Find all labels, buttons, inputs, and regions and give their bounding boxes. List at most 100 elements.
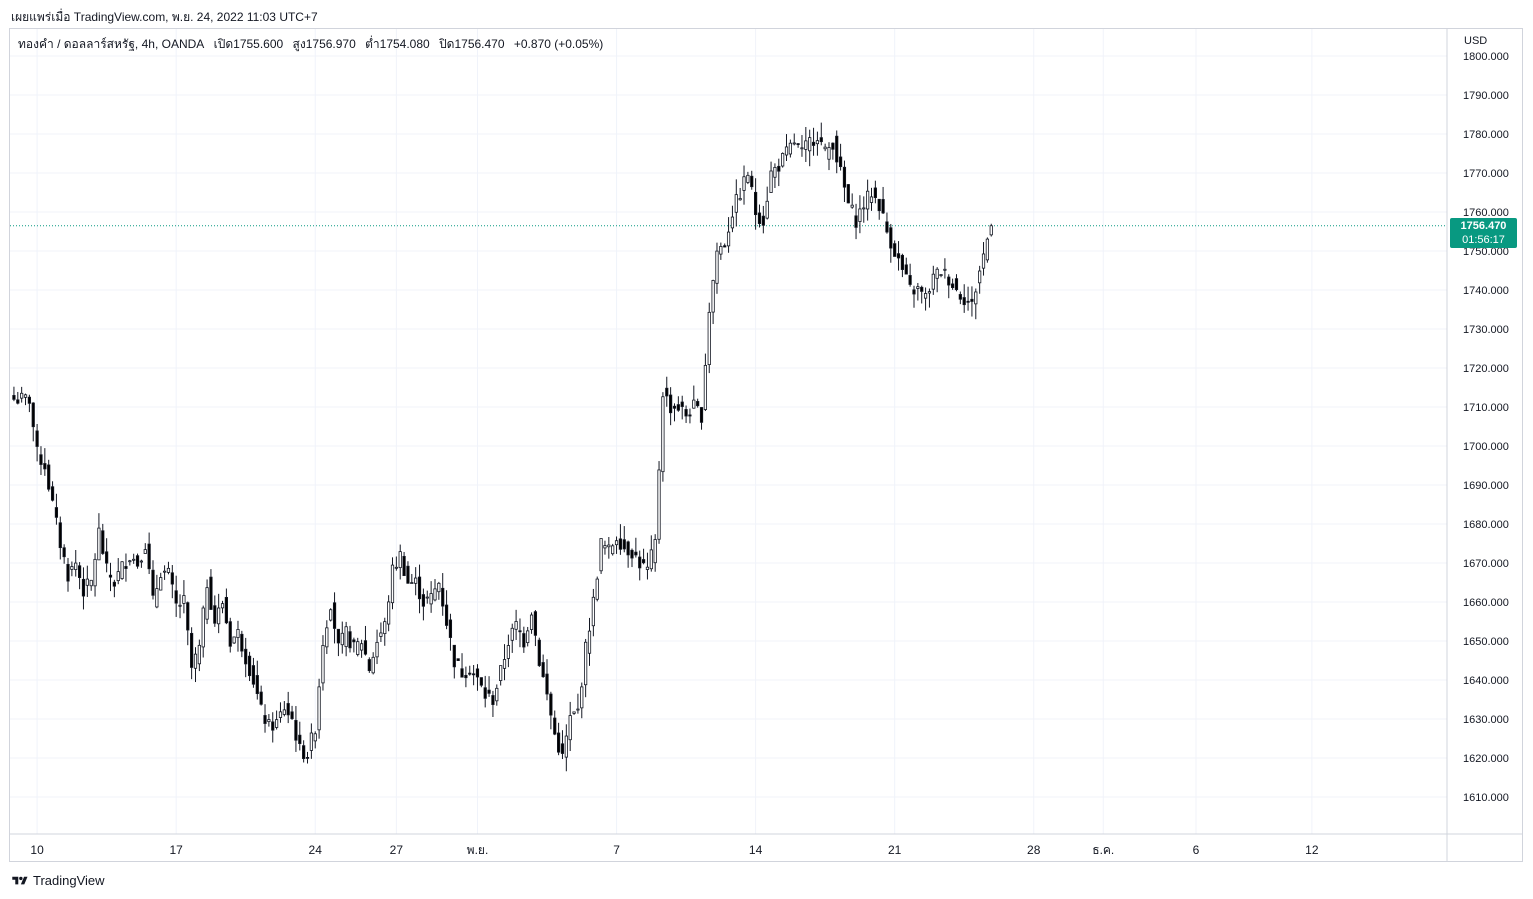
candle-body xyxy=(661,396,665,473)
candle-body xyxy=(584,641,588,686)
candle xyxy=(912,285,916,308)
candle-body xyxy=(738,198,742,201)
candle xyxy=(174,575,178,617)
candle xyxy=(433,579,437,602)
candle xyxy=(989,223,993,237)
candle-body xyxy=(379,632,383,637)
candle-body xyxy=(302,745,306,760)
candle-body xyxy=(305,757,310,759)
candle xyxy=(734,179,738,227)
candle-body xyxy=(846,184,850,204)
candle-body xyxy=(541,662,545,678)
candle xyxy=(873,180,877,204)
candle xyxy=(437,581,441,600)
candle-body xyxy=(549,693,553,716)
candle-body xyxy=(773,166,777,178)
candle xyxy=(236,620,240,652)
candle-body xyxy=(719,246,723,255)
candle xyxy=(661,392,665,482)
candle-body xyxy=(877,198,881,212)
candle-body xyxy=(607,544,611,548)
candle xyxy=(209,569,213,611)
price-tick-label: 1740.000 xyxy=(1463,285,1509,297)
candle xyxy=(340,621,344,654)
candle-body xyxy=(966,300,970,303)
candle-body xyxy=(367,659,371,671)
candle xyxy=(649,535,653,572)
candle-body xyxy=(954,278,959,291)
candle-body xyxy=(394,566,398,569)
candle xyxy=(529,612,534,634)
chart-pane[interactable] xyxy=(9,28,1523,862)
candle-body xyxy=(383,621,387,635)
candle-body xyxy=(487,689,491,694)
candle xyxy=(406,561,410,584)
candle-body xyxy=(510,627,514,641)
candle-body xyxy=(634,551,638,556)
candle-body xyxy=(50,486,55,501)
candle xyxy=(23,393,28,406)
candle xyxy=(275,710,279,730)
candle xyxy=(190,627,194,680)
candle xyxy=(781,152,785,168)
candle-body xyxy=(595,578,599,600)
candle-body xyxy=(560,743,565,754)
price-tick-label: 1620.000 xyxy=(1463,753,1509,765)
time-tick-label: 12 xyxy=(1305,843,1319,857)
candle xyxy=(881,186,885,215)
candle-body xyxy=(70,566,74,570)
candle-body xyxy=(645,566,650,570)
candle xyxy=(425,590,429,604)
candle xyxy=(811,127,816,156)
candle xyxy=(456,658,460,661)
candle-body xyxy=(251,665,256,685)
candle xyxy=(738,187,742,201)
time-tick-label: 14 xyxy=(749,843,763,857)
candle xyxy=(460,653,464,678)
candle xyxy=(931,265,935,295)
candle-body xyxy=(734,194,738,213)
candle xyxy=(962,284,966,313)
candle xyxy=(344,621,348,657)
candle xyxy=(78,562,82,590)
candle-body xyxy=(313,733,317,742)
candle-body xyxy=(286,703,290,716)
price-tick-label: 1790.000 xyxy=(1463,90,1509,102)
candle-body xyxy=(97,527,101,561)
candle-body xyxy=(723,245,727,248)
candle xyxy=(182,580,186,614)
candle-body xyxy=(927,291,932,294)
candle-body xyxy=(638,556,642,569)
candle xyxy=(31,402,35,442)
candle xyxy=(584,638,588,698)
candle-body xyxy=(931,273,935,290)
tradingview-logo-icon xyxy=(12,876,28,884)
candle-body xyxy=(309,732,313,751)
candle-body xyxy=(275,719,279,728)
legend-symbol[interactable]: ทองคำ / ดอลลาร์สหรัฐ, 4h, OANDA xyxy=(18,37,205,51)
candle xyxy=(155,574,159,609)
candle xyxy=(487,676,491,697)
candle-body xyxy=(781,153,785,167)
candle xyxy=(742,165,746,205)
candle-body xyxy=(819,137,823,143)
candle xyxy=(707,302,711,374)
candle xyxy=(526,626,530,647)
candle xyxy=(645,552,650,580)
price-unit: USD xyxy=(1464,35,1488,47)
candle-body xyxy=(900,254,904,270)
price-tick-label: 1720.000 xyxy=(1463,363,1509,375)
candle-body xyxy=(224,596,228,624)
candle-body xyxy=(939,274,943,276)
candle-body xyxy=(31,402,35,428)
candle-body xyxy=(236,629,240,639)
candle xyxy=(808,129,812,167)
footer-brand[interactable]: TradingView xyxy=(11,873,105,888)
candle-body xyxy=(765,200,769,219)
candle-body xyxy=(703,364,707,410)
candle xyxy=(730,205,735,233)
candle xyxy=(545,659,549,701)
current-price-label: 1756.470 xyxy=(1460,220,1507,232)
candle-body xyxy=(101,530,105,554)
